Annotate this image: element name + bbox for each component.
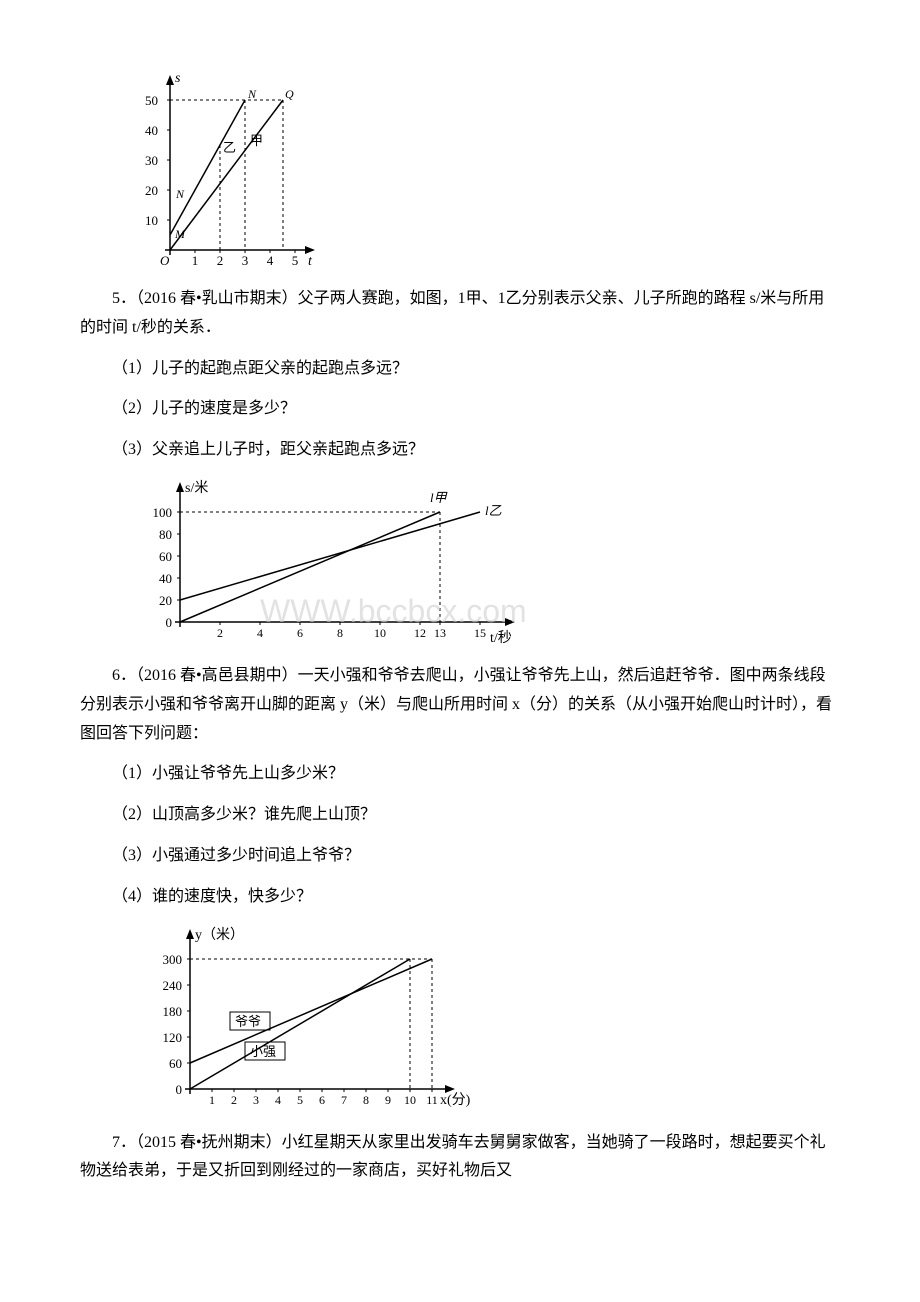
chart3-xtick-11: 11 <box>426 1093 438 1107</box>
chart3-xtick-9: 9 <box>385 1093 391 1107</box>
chart2-svg: 0 20 40 60 80 100 2 4 6 8 10 12 13 15 s/… <box>140 477 540 647</box>
chart1-container: 10 20 30 40 50 1 2 3 4 5 s t O M N <box>140 70 840 270</box>
chart3-svg: 0 60 120 180 240 300 1 2 3 4 5 6 7 8 9 1… <box>140 924 470 1114</box>
chart3-xtick-3: 3 <box>253 1093 259 1107</box>
q6-sub2: （2）山顶高多少米？谁先爬上山顶？ <box>80 801 840 830</box>
chart3-xtick-1: 1 <box>209 1093 215 1107</box>
chart1-ytick-20: 20 <box>145 183 158 198</box>
chart3-xtick-5: 5 <box>297 1093 303 1107</box>
chart1-ylabel: s <box>175 71 181 86</box>
chart3-xtick-2: 2 <box>231 1093 237 1107</box>
chart2-xlabel: t/秒 <box>490 630 512 646</box>
chart3-ytick-0: 0 <box>176 1082 183 1097</box>
chart1-svg: 10 20 30 40 50 1 2 3 4 5 s t O M N <box>140 70 320 270</box>
chart2-ytick-20: 20 <box>159 593 172 608</box>
chart2-container: 0 20 40 60 80 100 2 4 6 8 10 12 13 15 s/… <box>140 477 840 647</box>
chart1-xtick-4: 4 <box>267 253 274 268</box>
chart1-ytick-10: 10 <box>145 213 158 228</box>
chart1-xtick-3: 3 <box>242 253 249 268</box>
chart2-ytick-40: 40 <box>159 571 172 586</box>
chart3-ytick-240: 240 <box>163 978 183 993</box>
q5-intro: 5．（2016 春•乳山市期末）父子两人赛跑，如图，1甲、1乙分别表示父亲、儿子… <box>80 285 840 343</box>
chart1-origin: O <box>160 253 170 268</box>
chart3-ytick-180: 180 <box>163 1004 183 1019</box>
q6-sub4: （4）谁的速度快，快多少？ <box>80 883 840 912</box>
chart3-ytick-120: 120 <box>163 1030 183 1045</box>
chart2-xtick-2: 2 <box>217 626 223 640</box>
chart2-ylabel: s/米 <box>185 480 208 496</box>
chart3-xlabel: x(分) <box>440 1092 470 1108</box>
q7-intro: 7．（2015 春•抚州期末）小红星期天从家里出发骑车去舅舅家做客，当她骑了一段… <box>80 1129 840 1187</box>
chart2-ytick-80: 80 <box>159 527 172 542</box>
chart2-ytick-100: 100 <box>153 505 173 520</box>
q6-sub3: （3）小强通过多少时间追上爷爷？ <box>80 842 840 871</box>
chart2-watermark: WWW.bccbcx.com <box>260 593 527 629</box>
chart3-label-yeye: 爷爷 <box>235 1014 261 1029</box>
chart3-xtick-8: 8 <box>363 1093 369 1107</box>
chart1-xlabel: t <box>308 254 313 269</box>
chart1-point-n: N <box>247 87 257 101</box>
chart1-xtick-2: 2 <box>217 253 224 268</box>
chart3-container: 0 60 120 180 240 300 1 2 3 4 5 6 7 8 9 1… <box>140 924 840 1114</box>
chart3-xtick-7: 7 <box>341 1093 347 1107</box>
chart3-xtick-4: 4 <box>275 1093 281 1107</box>
chart2-ytick-0: 0 <box>166 615 173 630</box>
chart3-ytick-60: 60 <box>169 1056 182 1071</box>
chart3-xtick-6: 6 <box>319 1093 325 1107</box>
q5-sub3: （3）父亲追上儿子时，距父亲起跑点多远？ <box>80 436 840 465</box>
q6-sub1: （1）小强让爷爷先上山多少米？ <box>80 760 840 789</box>
chart2-label-yi: l乙 <box>485 503 502 518</box>
chart3-label-xiaoqiang: 小强 <box>250 1044 276 1059</box>
chart1-ytick-30: 30 <box>145 153 158 168</box>
chart1-point-m: M <box>174 227 186 241</box>
chart2-ytick-60: 60 <box>159 549 172 564</box>
chart1-ytick-40: 40 <box>145 123 158 138</box>
chart1-point-p: N <box>175 187 185 201</box>
chart1-label-yi: 乙 <box>223 140 236 155</box>
chart1-point-q: Q <box>285 87 294 101</box>
chart1-xtick-5: 5 <box>292 253 299 268</box>
chart2-label-jia: l甲 <box>430 490 448 505</box>
chart3-ytick-300: 300 <box>163 952 183 967</box>
q5-sub2: （2）儿子的速度是多少？ <box>80 395 840 424</box>
q5-sub1: （1）儿子的起跑点距父亲的起跑点多远？ <box>80 355 840 384</box>
chart1-xtick-1: 1 <box>192 253 199 268</box>
chart3-ylabel: y（米） <box>195 927 244 943</box>
q6-intro: 6．（2016 春•高邑县期中）一天小强和爷爷去爬山，小强让爷爷先上山，然后追赶… <box>80 662 840 748</box>
chart3-xtick-10: 10 <box>404 1093 416 1107</box>
chart1-ytick-50: 50 <box>145 93 158 108</box>
chart1-label-jia: 甲 <box>250 133 263 148</box>
